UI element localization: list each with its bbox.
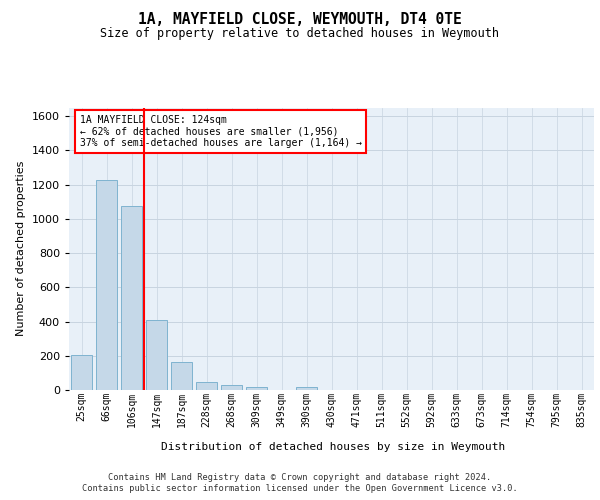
Text: Contains public sector information licensed under the Open Government Licence v3: Contains public sector information licen… <box>82 484 518 493</box>
Bar <box>71 355 92 390</box>
Bar <box>221 386 242 390</box>
Bar <box>96 180 117 390</box>
Text: 1A, MAYFIELD CLOSE, WEYMOUTH, DT4 0TE: 1A, MAYFIELD CLOSE, WEYMOUTH, DT4 0TE <box>138 12 462 28</box>
Y-axis label: Number of detached properties: Number of detached properties <box>16 161 26 336</box>
Text: Distribution of detached houses by size in Weymouth: Distribution of detached houses by size … <box>161 442 505 452</box>
Text: Size of property relative to detached houses in Weymouth: Size of property relative to detached ho… <box>101 28 499 40</box>
Bar <box>171 362 192 390</box>
Bar <box>196 382 217 390</box>
Bar <box>146 320 167 390</box>
Bar <box>246 387 267 390</box>
Text: Contains HM Land Registry data © Crown copyright and database right 2024.: Contains HM Land Registry data © Crown c… <box>109 472 491 482</box>
Text: 1A MAYFIELD CLOSE: 124sqm
← 62% of detached houses are smaller (1,956)
37% of se: 1A MAYFIELD CLOSE: 124sqm ← 62% of detac… <box>79 114 361 148</box>
Bar <box>121 206 142 390</box>
Bar <box>296 387 317 390</box>
